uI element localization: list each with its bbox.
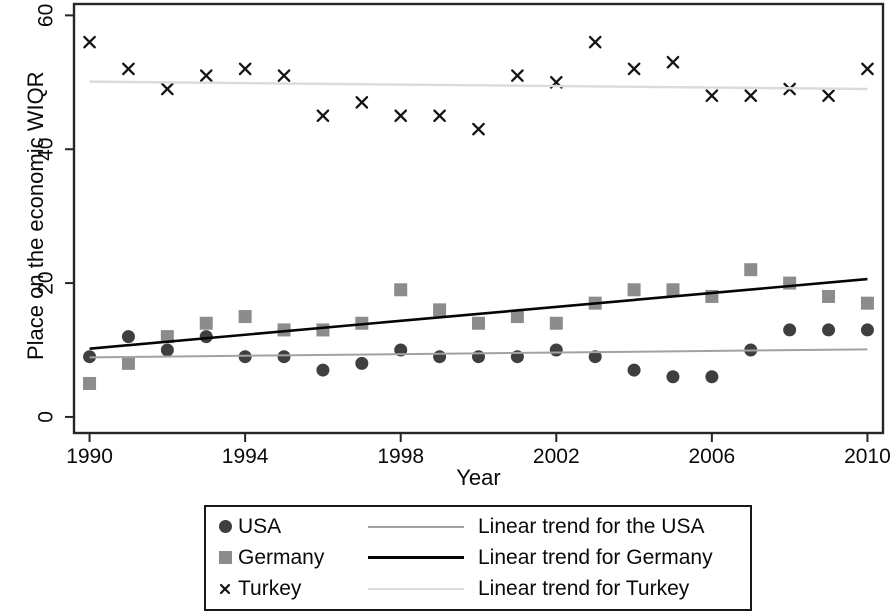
usa-point <box>160 343 174 357</box>
legend-label-germany-trend: Linear trend for Germany <box>478 545 713 569</box>
usa-point <box>822 323 836 337</box>
turkey-point <box>511 69 524 82</box>
usa-point <box>705 370 719 384</box>
turkey-point <box>822 89 835 103</box>
germany-point <box>316 323 330 337</box>
turkey-point <box>83 35 96 49</box>
y-tick-label: 20 <box>35 271 58 294</box>
usa-trend-line <box>89 348 868 359</box>
x-axis-title: Year <box>456 465 501 490</box>
usa-point <box>472 350 485 364</box>
germany-point <box>199 316 213 330</box>
plot-border <box>72 2 885 435</box>
usa-point <box>433 350 447 364</box>
germany-point <box>394 283 408 297</box>
germany-square-icon <box>212 551 238 565</box>
germany-point <box>860 296 874 310</box>
germany-trend-line <box>89 277 868 350</box>
legend-label-turkey: Turkey <box>238 577 302 601</box>
usa-point <box>783 323 797 337</box>
germany-point <box>744 263 758 277</box>
y-axis-title: Place on the economic WIQR <box>23 71 48 360</box>
x-tick-label: 1994 <box>222 445 269 468</box>
usa-circle-icon <box>212 520 238 534</box>
usa-point <box>860 323 874 337</box>
turkey-point <box>861 62 874 76</box>
usa-point <box>199 330 213 344</box>
germany-point <box>83 376 97 390</box>
turkey-point <box>394 109 408 123</box>
turkey-point <box>433 109 446 123</box>
turkey-point <box>705 89 719 103</box>
x-tick-label: 2002 <box>533 445 580 468</box>
turkey-point <box>122 62 135 76</box>
germany-point <box>822 289 836 303</box>
y-tick-label: 0 <box>35 411 58 423</box>
usa-point <box>666 370 680 384</box>
germany-point <box>510 310 524 324</box>
germany-point <box>121 356 135 370</box>
germany-trend-line-icon <box>368 556 464 560</box>
turkey-x-icon <box>212 582 238 596</box>
legend-row-turkey: Turkey Linear trend for Turkey <box>212 574 750 604</box>
x-tick-label: 1998 <box>377 445 424 468</box>
germany-point <box>238 310 252 324</box>
usa-point <box>316 363 330 377</box>
y-tick-label: 40 <box>35 138 58 161</box>
usa-point <box>549 343 563 357</box>
x-tick-label: 1990 <box>66 445 113 468</box>
legend-row-germany: Germany Linear trend for Germany <box>212 543 750 573</box>
legend-row-usa: USA Linear trend for the USA <box>212 512 750 542</box>
turkey-point <box>238 62 252 76</box>
turkey-point <box>666 55 680 69</box>
turkey-point <box>588 35 602 49</box>
germany-point <box>277 323 291 337</box>
turkey-trend-line <box>89 80 868 91</box>
germany-point <box>160 330 174 344</box>
x-tick-label: 2010 <box>844 445 891 468</box>
turkey-point <box>316 109 330 123</box>
usa-point <box>121 330 135 344</box>
y-tick-label: 60 <box>35 4 58 27</box>
turkey-point <box>355 96 369 109</box>
legend-label-usa: USA <box>238 514 282 538</box>
turkey-point <box>472 122 485 136</box>
germany-point <box>666 283 680 297</box>
turkey-point <box>199 69 213 82</box>
usa-point <box>627 363 641 377</box>
germany-point <box>472 316 485 330</box>
usa-point <box>588 350 602 364</box>
legend: USA Linear trend for the USA Germany Lin… <box>204 505 752 611</box>
germany-point <box>433 303 447 317</box>
legend-label-usa-trend: Linear trend for the USA <box>478 514 705 538</box>
legend-label-turkey-trend: Linear trend for Turkey <box>478 577 690 601</box>
usa-point <box>277 350 291 364</box>
scatter-plot: 1990 1994 1998 2002 2006 2010 0 20 40 60 <box>35 2 891 468</box>
germany-point <box>549 316 563 330</box>
turkey-point <box>277 69 291 82</box>
usa-trend-line-icon <box>368 525 464 528</box>
x-tick-label: 2006 <box>689 445 736 468</box>
turkey-point <box>744 89 758 103</box>
turkey-point <box>160 82 174 96</box>
usa-point <box>355 356 369 370</box>
turkey-point <box>627 62 641 76</box>
legend-label-germany: Germany <box>238 545 325 569</box>
germany-point <box>627 283 641 297</box>
turkey-trend-line-icon <box>368 588 464 591</box>
